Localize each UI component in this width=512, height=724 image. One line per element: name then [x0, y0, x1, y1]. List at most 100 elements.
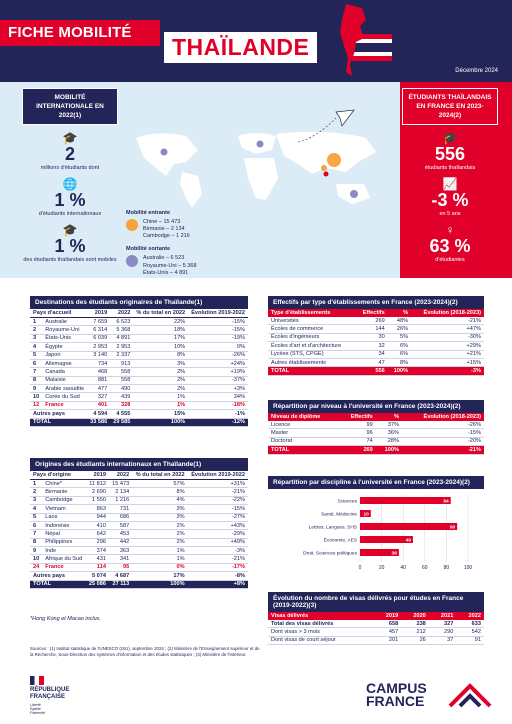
thailand-map-icon [340, 4, 366, 76]
motto-line: Fraternité [30, 710, 45, 715]
table-cell: 6 039 [87, 334, 111, 344]
table-cell: Écoles d'art et d'architecture [268, 341, 356, 351]
table-cell: 10% [133, 342, 189, 352]
table-cell: 431 [85, 554, 109, 564]
col-header: 2021 [428, 612, 457, 620]
table-cell: -21% [187, 554, 248, 564]
col-header: % du total en 2022 [133, 309, 189, 318]
bar-value-label: 90 [450, 525, 456, 531]
table-title: Évolution du nombre de visas délivrés po… [268, 592, 484, 612]
table-cell: 327 [428, 620, 457, 629]
table-row: 10 Corée du Sud 327 439 1% 34% [30, 392, 248, 402]
table-cell: +49% [187, 538, 248, 548]
category-label: Sciences [338, 499, 358, 505]
x-tick-label: 80 [444, 565, 450, 571]
legend-incoming-title: Mobilité entrante [126, 210, 171, 216]
table-cell: -21% [187, 487, 248, 497]
table-cell: 2% [133, 367, 189, 377]
stat-value: 1 % [54, 190, 86, 211]
table-cell: Afrique du Sud [42, 554, 86, 564]
table-cell: 25 086 [85, 580, 109, 589]
table-cell: -18% [188, 401, 248, 411]
table-row: 10 Afrique du Sud 431 341 1% -21% [30, 554, 248, 564]
table-cell: 410 [85, 521, 109, 531]
table-cell: 658 [373, 620, 402, 629]
table-cell: Australie [42, 317, 88, 327]
table-cell: Corée du Sud [42, 392, 88, 402]
table-cell: -1% [188, 409, 248, 419]
table-cell: 100% [387, 366, 412, 376]
table-cell: 363 [108, 546, 133, 556]
stat-caption: d'étudiantes [435, 257, 465, 264]
table-cell: +21% [411, 350, 484, 359]
table-cell: -22% [187, 496, 248, 506]
x-tick-label: 100 [464, 565, 473, 571]
col-header: 2020 [401, 612, 429, 620]
table-row: Autres établissements 47 8% +15% [268, 358, 484, 368]
table-cell: 95 [108, 563, 133, 573]
logo-line: CAMPUS [366, 680, 427, 696]
table-cell: 2% [132, 521, 188, 531]
table-cell: 4 [30, 342, 43, 352]
table-cell: -3% [187, 546, 248, 556]
table-row-total: TOTAL 269 100% -21% [268, 445, 484, 455]
discipline-chart: Répartition par discipline à l'universit… [268, 476, 484, 586]
table-row: 3 États-Unis 6 039 4 891 17% -19% [30, 334, 248, 344]
stat-value: 556 [434, 144, 466, 165]
col-header: Visas délivrés [268, 612, 374, 620]
table-cell: -26% [188, 351, 248, 360]
table-cell: 269 [355, 317, 388, 326]
table-row: Master 96 36% -15% [268, 428, 484, 438]
table-cell: Vietnam [42, 504, 86, 514]
graduation-cap-icon: 🎓 [442, 131, 458, 146]
bar [360, 549, 399, 556]
table-row: Doctorat 74 28% -20% [268, 437, 484, 447]
col-header: 2022 [456, 612, 484, 620]
table-cell: 3 [30, 496, 43, 506]
table-cell: 24 [30, 563, 43, 573]
table-cell: 542 [456, 627, 484, 637]
table-cell: France [42, 401, 88, 411]
table-row: 2 Birmanie 2 690 2 134 8% -21% [30, 487, 248, 497]
table-cell: -30% [411, 333, 484, 343]
graduation-cap-icon: 🎓 [62, 131, 78, 146]
legend-item: Birmanie – 2 134 [143, 226, 185, 233]
col-header: Évolution (2018-2023) [411, 309, 484, 317]
table-cell: 1% [132, 554, 188, 564]
table-cell: 0% [188, 342, 248, 352]
myanmar-bubble [321, 165, 327, 171]
campus-france-logo: CAMPUS FRANCE [366, 680, 427, 709]
table-cell: 28% [375, 437, 402, 447]
stat-value: -3 % [431, 190, 469, 211]
bar-value-label: 84 [443, 499, 449, 505]
table-cell: Doctorat [268, 437, 340, 447]
table-cell: 4% [132, 496, 188, 506]
table-cell: 2% [133, 376, 189, 386]
x-tick-label: 0 [359, 565, 362, 571]
table-cell: 8 [30, 376, 43, 386]
table-row-total: TOTAL 33 586 29 585 100% -12% [30, 418, 248, 427]
table-cell: -3% [411, 366, 484, 376]
table-cell: 57% [132, 479, 188, 489]
table-cell: Indonésie [42, 521, 86, 531]
table-row: 3 Cambodge 1 550 1 216 4% -22% [30, 496, 248, 506]
table-cell: 2% [132, 538, 188, 548]
table-cell: 48% [387, 317, 412, 326]
col-header: % [375, 413, 402, 421]
col-header: Évolution (2018-2023) [401, 413, 484, 421]
table-row: Écoles de commerce 144 26% +47% [268, 324, 484, 334]
table-cell: 6 [30, 521, 43, 531]
table-cell: 633 [456, 620, 484, 629]
table-cell: 6% [387, 350, 412, 359]
table-cell: 36% [375, 428, 402, 438]
table-cell: 328 [110, 401, 134, 411]
origins-table: Origines des étudiants internationaux en… [30, 458, 248, 589]
table-row-total: TOTAL 556 100% -3% [268, 366, 484, 376]
table-cell: 26% [387, 324, 412, 334]
table-cell: Licence [268, 421, 340, 430]
bar-value-label: 10 [363, 512, 369, 518]
table-cell: 1 [30, 317, 43, 327]
table-cell: TOTAL [30, 580, 86, 589]
table-cell: Master [268, 428, 340, 438]
table-cell: 3% [133, 359, 189, 369]
